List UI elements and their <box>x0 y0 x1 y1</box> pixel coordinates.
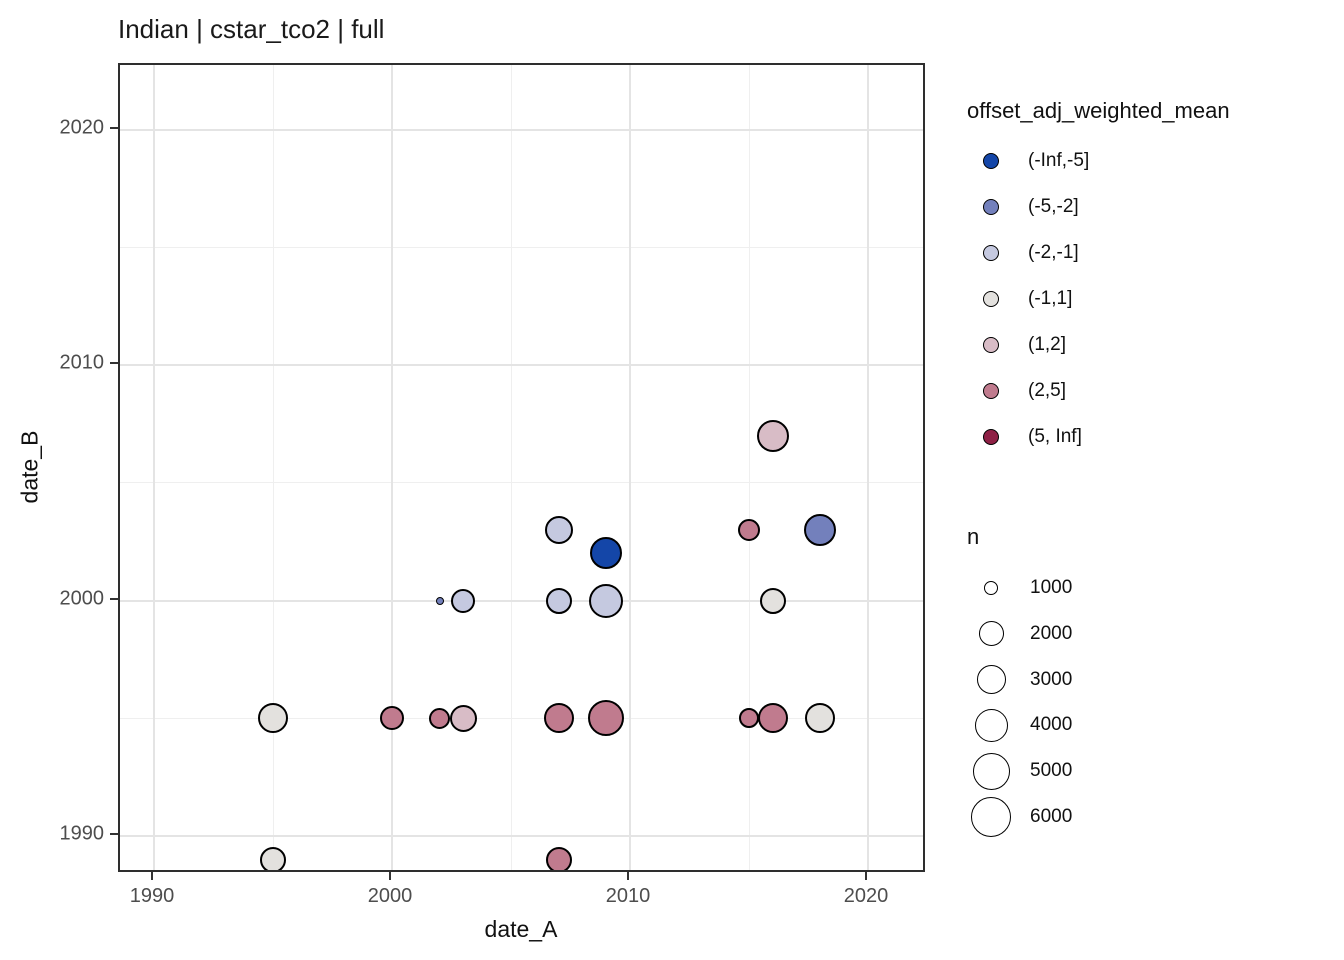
data-point <box>451 588 476 613</box>
size-legend-label: 3000 <box>1030 668 1073 690</box>
x-minor-gridline <box>510 65 512 870</box>
x-major-gridline <box>391 65 393 870</box>
y-tick-label: 1990 <box>59 822 105 845</box>
size-legend-label: 5000 <box>1030 760 1073 782</box>
data-point <box>435 596 444 605</box>
x-axis-tick <box>865 872 867 880</box>
data-point <box>759 587 786 614</box>
x-tick-label: 1990 <box>129 885 175 907</box>
color-legend-key <box>983 429 999 445</box>
color-legend-title: offset_adj_weighted_mean <box>967 98 1230 123</box>
size-legend-key <box>974 708 1008 742</box>
data-point <box>588 700 625 737</box>
y-major-gridline <box>120 599 923 602</box>
data-point <box>590 537 623 570</box>
color-legend-label: (-5,-2] <box>1028 196 1079 217</box>
x-major-gridline <box>629 65 631 870</box>
x-axis-tick <box>151 872 153 880</box>
color-legend-label: (-1,1] <box>1028 288 1073 309</box>
y-axis-tick <box>110 362 118 364</box>
y-tick-label: 2010 <box>59 351 105 374</box>
data-point <box>543 703 574 734</box>
data-point <box>449 704 477 732</box>
data-point <box>545 846 572 870</box>
color-legend-key <box>983 383 999 399</box>
color-legend-key <box>983 291 999 307</box>
color-legend-key <box>983 245 999 261</box>
x-axis-tick <box>627 872 629 880</box>
x-major-gridline <box>153 65 155 870</box>
data-point <box>545 587 572 614</box>
size-legend-key <box>971 797 1011 837</box>
y-axis-tick <box>110 833 118 835</box>
color-legend-key <box>983 337 999 353</box>
size-legend-label: 2000 <box>1030 622 1073 644</box>
size-legend-title: n <box>967 524 980 549</box>
x-tick-label: 2010 <box>605 885 651 907</box>
x-minor-gridline <box>272 65 274 870</box>
y-axis-tick <box>110 126 118 129</box>
y-tick-label: 2000 <box>59 587 105 609</box>
data-point <box>738 518 760 541</box>
data-point <box>804 513 837 546</box>
y-axis-tick <box>110 597 118 600</box>
y-minor-gridline <box>120 482 923 484</box>
size-legend-label: 1000 <box>1030 577 1073 598</box>
size-legend-key <box>976 665 1006 695</box>
plot-title: Indian | cstar_tco2 | full <box>118 14 385 44</box>
data-point <box>260 846 286 870</box>
data-point <box>544 515 573 544</box>
data-point <box>757 703 788 734</box>
data-point <box>739 708 759 729</box>
color-legend-key <box>983 199 999 215</box>
size-legend-label: 4000 <box>1030 714 1073 736</box>
size-legend-key <box>972 752 1010 790</box>
color-legend-label: (2,5] <box>1028 380 1067 401</box>
x-axis-title: date_A <box>484 916 558 942</box>
x-minor-gridline <box>748 65 750 870</box>
color-legend-label: (1,2] <box>1028 334 1067 355</box>
y-tick-label: 2020 <box>59 116 105 138</box>
data-point <box>258 703 288 734</box>
data-point <box>429 707 451 729</box>
size-legend-key <box>984 581 998 595</box>
color-legend-label: (-Inf,-5] <box>1028 150 1090 171</box>
plot-panel <box>118 63 925 872</box>
data-point <box>589 583 624 618</box>
y-major-gridline <box>120 364 923 366</box>
color-legend-key <box>983 153 999 169</box>
y-minor-gridline <box>120 246 923 248</box>
y-minor-gridline <box>120 717 923 719</box>
x-tick-label: 2020 <box>843 885 889 907</box>
x-axis-tick <box>389 872 391 880</box>
color-legend-label: (-2,-1] <box>1028 242 1079 263</box>
data-point <box>756 419 789 452</box>
y-axis-title: date_B <box>16 430 43 504</box>
y-major-gridline <box>120 128 923 131</box>
color-legend-label: (5, Inf] <box>1028 426 1082 447</box>
data-point <box>380 706 404 731</box>
y-major-gridline <box>120 835 923 837</box>
x-tick-label: 2000 <box>367 885 413 907</box>
size-legend-label: 6000 <box>1030 806 1073 827</box>
x-major-gridline <box>867 65 869 870</box>
size-legend-key <box>978 621 1004 647</box>
data-point <box>805 703 836 734</box>
